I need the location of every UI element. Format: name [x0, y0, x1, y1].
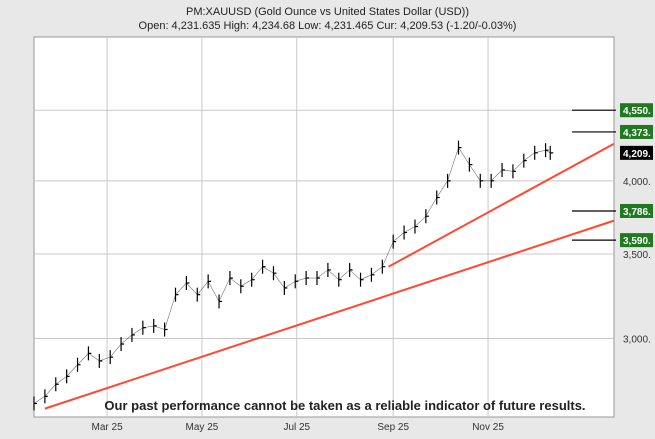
price-connector — [197, 281, 209, 295]
trendline — [44, 219, 615, 410]
y-tick-label: 3,000. — [623, 335, 651, 346]
grid — [34, 37, 614, 417]
price-connector — [186, 282, 198, 295]
price-connector — [545, 149, 551, 154]
x-axis: Mar 25 May 25 Jul 25 Sep 25 Nov 25 — [92, 422, 505, 433]
price-connector — [414, 215, 427, 227]
trendline — [388, 142, 615, 268]
price-connector — [295, 277, 307, 282]
price-connector — [164, 294, 176, 330]
chart-title: PM:XAUUSD (Gold Ounce vs United States D… — [185, 6, 470, 18]
price-connector — [120, 334, 133, 345]
current-price-box — [620, 145, 653, 160]
price-connector — [316, 269, 329, 279]
price-connector — [88, 353, 100, 362]
price-connector — [502, 169, 513, 172]
target-label: 3,786. — [623, 207, 651, 218]
price-connector — [44, 384, 56, 397]
price-connector — [229, 277, 241, 287]
current-price-label: 4,209. — [623, 149, 651, 160]
price-connector — [131, 327, 144, 336]
price-connector — [349, 269, 361, 280]
y-axis: 3,000. 3,500. 4,000. — [623, 177, 651, 346]
target-label-box — [620, 203, 653, 218]
y-tick-label: 3,500. — [623, 250, 651, 261]
price-connector — [55, 376, 67, 385]
x-tick-label: Sep 25 — [377, 422, 409, 433]
price-connector — [458, 147, 470, 165]
chart-stats: Open: 4,231.635 High: 4,234.68 Low: 4,23… — [138, 20, 517, 32]
price-connector — [469, 164, 481, 182]
price-connector — [262, 266, 274, 274]
price-connector — [142, 325, 154, 328]
price-connector — [360, 274, 372, 280]
price-connector — [175, 282, 187, 295]
plot-background — [33, 36, 615, 418]
price-connector — [382, 241, 394, 267]
target-label: 4,373. — [623, 128, 651, 139]
x-tick-label: Mar 25 — [92, 422, 124, 433]
price-connector — [403, 226, 416, 233]
price-connector — [371, 266, 383, 276]
target-label-box — [620, 124, 653, 139]
x-tick-label: Nov 25 — [472, 422, 504, 433]
x-tick-label: Jul 25 — [283, 422, 310, 433]
price-bars — [33, 140, 554, 411]
target-label-box — [620, 103, 653, 118]
price-connector — [338, 269, 350, 280]
x-tick-label: May 25 — [186, 422, 219, 433]
price-connector — [327, 269, 339, 280]
target-markers: 4,550. 4,373. 3,786. 3,590. 4,209. — [572, 103, 653, 248]
trendlines — [44, 142, 615, 410]
price-connector — [77, 353, 89, 365]
price-connector — [447, 147, 459, 181]
price-connector — [240, 279, 252, 287]
disclaimer: Our past performance cannot be taken as … — [104, 398, 585, 413]
price-connector — [33, 396, 46, 404]
price-connector — [251, 266, 263, 280]
price-connector — [284, 281, 296, 289]
price-connector — [273, 272, 285, 289]
price-connector — [109, 343, 122, 358]
price-connector — [99, 356, 111, 362]
target-label: 3,590. — [623, 236, 651, 247]
price-connector — [207, 281, 220, 302]
price-connector — [436, 180, 448, 198]
target-label-box — [620, 233, 653, 248]
price-connector — [66, 364, 78, 377]
price-connector — [490, 169, 503, 182]
price-connector — [534, 149, 546, 154]
price-connector — [512, 160, 525, 172]
price-connector — [153, 325, 165, 330]
target-label: 4,550. — [623, 106, 651, 117]
price-connector — [218, 277, 231, 302]
y-tick-label: 4,000. — [623, 177, 651, 188]
price-connector — [393, 232, 405, 242]
price-connector — [425, 197, 437, 217]
price-connector — [523, 152, 535, 161]
